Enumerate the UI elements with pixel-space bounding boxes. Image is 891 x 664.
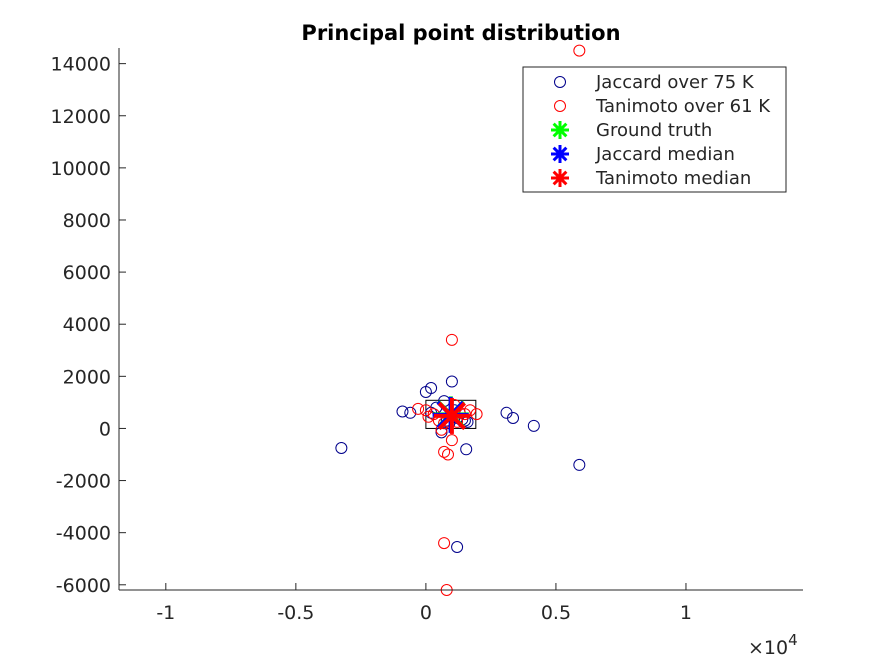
data-point bbox=[335, 441, 348, 454]
x-exponent-base: ×10 bbox=[748, 637, 788, 659]
data-point bbox=[412, 402, 425, 415]
legend-label: Tanimoto median bbox=[595, 168, 751, 189]
data-point bbox=[445, 333, 458, 346]
x-exponent-label: ×104 bbox=[748, 631, 798, 659]
plot-area bbox=[335, 44, 586, 596]
y-axis: -6000 -4000 -2000 0 2000 4000 6000 8000 10000 120… bbox=[51, 48, 126, 597]
y-tick-label: 14000 bbox=[51, 54, 111, 76]
data-point bbox=[441, 448, 454, 461]
y-tick-label: 10000 bbox=[51, 158, 111, 180]
data-point bbox=[425, 382, 438, 395]
data-point bbox=[438, 445, 451, 458]
legend-marker bbox=[554, 76, 566, 88]
x-tick-label: 0.5 bbox=[541, 602, 571, 624]
legend-item: Ground truth bbox=[551, 120, 712, 141]
y-tick-label: 12000 bbox=[51, 106, 111, 128]
y-tick-label: -2000 bbox=[56, 471, 111, 493]
x-exponent-power: 4 bbox=[788, 631, 798, 649]
y-tick-label: -4000 bbox=[56, 523, 111, 545]
y-tick-label: 8000 bbox=[63, 210, 111, 232]
data-point bbox=[438, 537, 451, 550]
y-tick-label: 6000 bbox=[63, 262, 111, 284]
data-point bbox=[527, 419, 540, 432]
x-axis: -1 -0.5 0 0.5 1 bbox=[119, 583, 803, 624]
data-point bbox=[396, 405, 409, 418]
data-point bbox=[573, 44, 586, 57]
legend-item: Tanimoto over 61 K bbox=[554, 96, 771, 117]
chart-title: Principal point distribution bbox=[301, 21, 620, 45]
data-point bbox=[419, 404, 432, 417]
data-point bbox=[445, 434, 458, 447]
x-tick-label: -1 bbox=[156, 602, 175, 624]
legend-label: Jaccard median bbox=[595, 144, 735, 165]
data-point bbox=[451, 541, 464, 554]
legend-item: Tanimoto median bbox=[551, 168, 751, 189]
x-tick-label: -0.5 bbox=[277, 602, 314, 624]
legend-label: Jaccard over 75 K bbox=[595, 72, 755, 93]
legend-item: Jaccard over 75 K bbox=[554, 72, 755, 93]
legend-marker bbox=[551, 145, 569, 163]
data-point bbox=[507, 412, 520, 425]
data-point bbox=[464, 404, 477, 417]
legend-marker bbox=[554, 100, 566, 112]
legend-item: Jaccard median bbox=[551, 144, 735, 165]
y-tick-label: 0 bbox=[99, 418, 111, 440]
x-tick-label: 1 bbox=[680, 602, 692, 624]
median-marker bbox=[433, 397, 470, 434]
series-5 bbox=[433, 397, 470, 434]
data-point bbox=[445, 375, 458, 388]
legend-label: Tanimoto over 61 K bbox=[595, 96, 771, 117]
data-point bbox=[404, 406, 417, 419]
legend-label: Ground truth bbox=[596, 120, 712, 141]
legend-marker bbox=[551, 121, 569, 139]
y-tick-label: -6000 bbox=[56, 575, 111, 597]
data-point bbox=[470, 408, 483, 421]
x-tick-label: 0 bbox=[420, 602, 432, 624]
data-point bbox=[460, 443, 473, 456]
svg-text:×104: ×104 bbox=[748, 631, 798, 659]
data-point bbox=[573, 458, 586, 471]
y-tick-label: 4000 bbox=[63, 314, 111, 336]
legend: Jaccard over 75 K Tanimoto over 61 K Groun… bbox=[522, 66, 787, 193]
legend-marker bbox=[551, 169, 569, 187]
y-tick-label: 2000 bbox=[63, 366, 111, 388]
